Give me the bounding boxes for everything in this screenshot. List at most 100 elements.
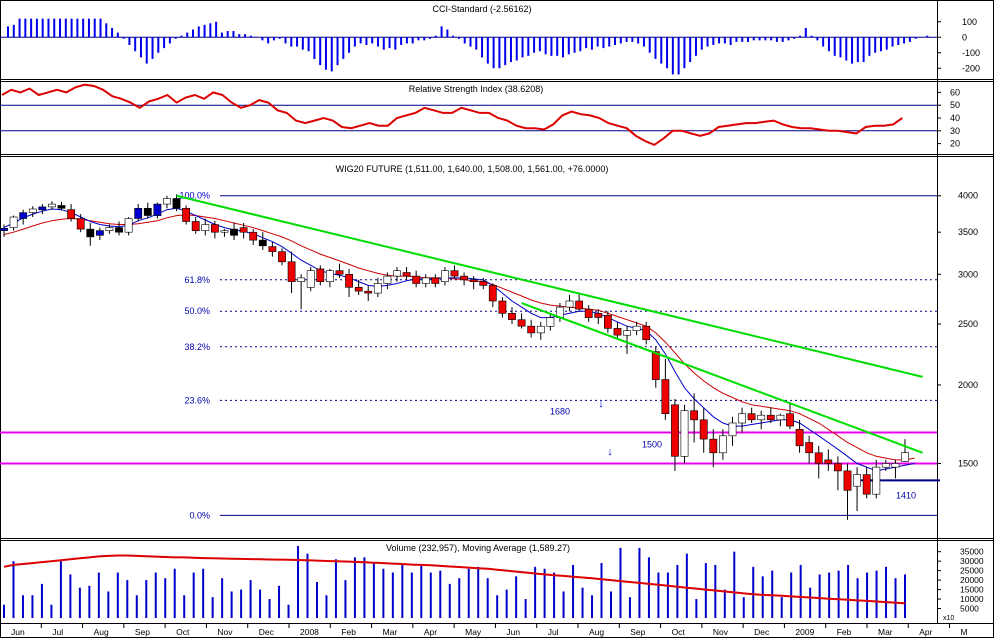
x-axis: Jun Jul Aug Sep Oct Nov Dec 2008 Feb Mar Apr May Jun…: [0, 624, 968, 637]
candle-body: [364, 290, 373, 294]
candle-body: [881, 463, 890, 468]
level-label: 1680: [550, 407, 570, 417]
candle-body: [201, 224, 210, 231]
cci-tick-label: 100: [962, 17, 977, 27]
candle-body: [163, 198, 171, 205]
rsi-axis: 60 50 40 30 20: [937, 87, 960, 149]
candle-body: [738, 413, 746, 424]
x-tick-label: Jul: [548, 627, 559, 637]
candle-body: [9, 216, 18, 228]
candle-body: [105, 227, 114, 232]
volume-tick-label: 25000: [960, 566, 984, 576]
rsi-series: [1, 83, 903, 147]
level-label: 1500: [642, 439, 662, 449]
x-tick-label: Nov: [217, 627, 233, 637]
candle-body: [891, 463, 900, 468]
candle-body: [153, 203, 162, 216]
candle-body: [623, 330, 631, 336]
x-tick-label: Dec: [259, 627, 275, 637]
candle-body: [325, 270, 334, 283]
rsi-tick-label: 20: [950, 139, 960, 149]
cci-panel-title: CCI-Standard (-2.56162): [432, 4, 531, 14]
candle-body: [335, 270, 344, 275]
ma-fast-line: [3, 207, 915, 472]
volume-unit-label: x10: [943, 615, 954, 622]
candle-body: [728, 422, 737, 437]
candle-body: [642, 325, 651, 341]
x-tick-label: Aug: [589, 627, 604, 637]
trendlines: [176, 194, 923, 454]
cci-axis: 100 0 -100 -200: [937, 17, 980, 73]
price-tick-label: 3000: [958, 269, 978, 279]
candle-body: [901, 452, 909, 462]
candle-body: [527, 325, 536, 334]
volume-bars: [3, 546, 906, 618]
candle-body: [661, 379, 670, 415]
x-tick-label: 2008: [300, 627, 319, 637]
candle-body: [594, 312, 603, 318]
candle-body: [603, 315, 612, 329]
candle-body: [450, 270, 459, 277]
arrow-down-icon: ↓: [598, 398, 604, 410]
candle-body: [565, 300, 574, 308]
cci-tick-label: 0: [962, 32, 967, 42]
rsi-tick-label: 30: [950, 126, 960, 136]
fibonacci-label: 38.2%: [184, 342, 210, 352]
candle-body: [814, 452, 823, 464]
x-tick-label: Jun: [11, 627, 25, 637]
candle-body: [718, 435, 727, 454]
candle-body: [278, 251, 286, 263]
fibonacci-label: 100.0%: [179, 191, 210, 201]
moving-averages: [3, 207, 915, 472]
volume-panel-title: Volume (232,957), Moving Average (1,589.…: [386, 543, 570, 553]
candle-body: [76, 218, 85, 230]
fibonacci-label: 0.0%: [189, 510, 210, 520]
candle-body: [134, 208, 143, 219]
candle-body: [479, 281, 488, 286]
candle-body: [268, 246, 277, 252]
candle-body: [853, 474, 861, 487]
volume-tick-label: 15000: [960, 585, 984, 595]
level-label: 1410: [896, 490, 916, 500]
candle-body: [57, 205, 66, 209]
candle-body: [412, 275, 421, 284]
candle-body: [239, 227, 248, 233]
candle-body: [651, 351, 660, 380]
rsi-levels: [0, 104, 937, 132]
x-tick-label: Sep: [135, 627, 150, 637]
arrow-down-icon: ↓: [607, 446, 613, 458]
x-tick-label: 2009: [795, 627, 814, 637]
rsi-panel-title: Relative Strength Index (38.6208): [409, 84, 544, 94]
candle-body: [306, 270, 315, 288]
cci-bars: [7, 18, 929, 75]
candle-body: [38, 206, 47, 211]
x-tick-label: Oct: [672, 627, 686, 637]
candle-body: [613, 328, 622, 336]
candle-body: [230, 228, 238, 236]
candle-body: [786, 413, 794, 427]
candle-body: [776, 414, 785, 421]
fibonacci-label: 61.8%: [184, 275, 210, 285]
price-axis: 4000 3500 3000 2500 2000 1500: [937, 191, 978, 468]
candle-body: [47, 203, 56, 208]
candle-body: [833, 463, 842, 472]
candle-body: [575, 300, 583, 310]
candle-body: [431, 277, 440, 284]
candle-body: [258, 239, 267, 247]
candle-body: [498, 300, 507, 314]
x-tick-label: Oct: [176, 627, 190, 637]
candle-body: [297, 277, 305, 282]
candle-body: [287, 261, 296, 282]
price-levels: 1680 1500 1410: [0, 407, 940, 500]
candle-body: [488, 285, 497, 302]
x-tick-label: Nov: [713, 627, 729, 637]
trendline: [176, 194, 923, 378]
volume-tick-label: 35000: [960, 547, 984, 557]
fibonacci-label: 23.6%: [184, 395, 210, 405]
cci-tick-label: -100: [962, 48, 980, 58]
candle-body: [440, 270, 449, 283]
candle-body: [757, 414, 766, 421]
